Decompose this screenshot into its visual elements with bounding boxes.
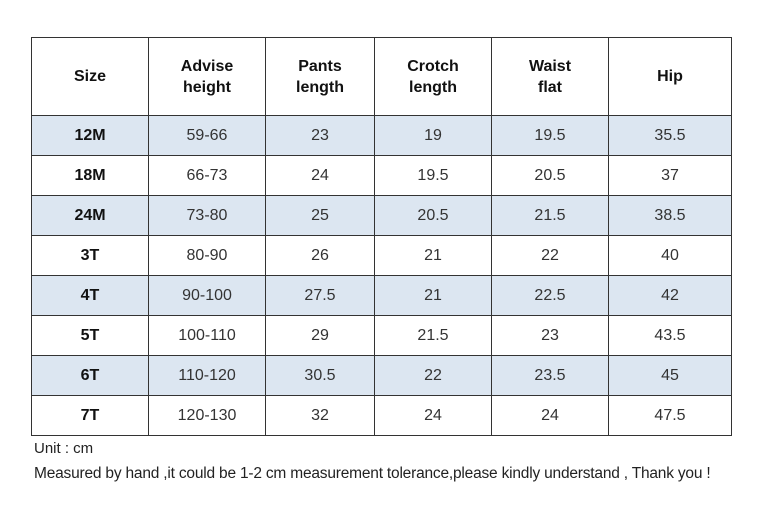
- table-row: 7T 120-130 32 24 24 47.5: [31, 395, 732, 436]
- crotch-length-cell: 24: [374, 395, 492, 436]
- crotch-length-cell: 21: [374, 235, 492, 276]
- hip-cell: 45: [608, 355, 732, 396]
- header-advise-height: Advise height: [148, 37, 266, 116]
- header-size: Size: [31, 37, 149, 116]
- table-row: 5T 100-110 29 21.5 23 43.5: [31, 315, 732, 356]
- crotch-length-cell: 20.5: [374, 195, 492, 236]
- crotch-length-cell: 22: [374, 355, 492, 396]
- advise-height-cell: 66-73: [148, 155, 266, 196]
- waist-flat-cell: 24: [491, 395, 609, 436]
- header-text-line: Hip: [657, 68, 683, 85]
- hip-cell: 42: [608, 275, 732, 316]
- header-text-line: length: [296, 78, 344, 96]
- hip-cell: 35.5: [608, 115, 732, 156]
- size-cell: 18M: [31, 155, 149, 196]
- advise-height-cell: 73-80: [148, 195, 266, 236]
- hip-cell: 43.5: [608, 315, 732, 356]
- header-crotch-length: Crotch length: [374, 37, 492, 116]
- waist-flat-cell: 22.5: [491, 275, 609, 316]
- header-text-line: flat: [538, 78, 562, 96]
- header-text-line: Waist: [528, 57, 572, 75]
- pants-length-cell: 25: [265, 195, 375, 236]
- waist-flat-cell: 23.5: [491, 355, 609, 396]
- pants-length-cell: 30.5: [265, 355, 375, 396]
- advise-height-cell: 110-120: [148, 355, 266, 396]
- size-chart-table: Size Advise height Pants length Crotch length W…: [31, 37, 732, 436]
- size-cell: 5T: [31, 315, 149, 356]
- header-text-line: Size: [73, 68, 106, 85]
- hip-cell: 38.5: [608, 195, 732, 236]
- hip-cell: 40: [608, 235, 732, 276]
- pants-length-cell: 29: [265, 315, 375, 356]
- table-row: 6T 110-120 30.5 22 23.5 45: [31, 355, 732, 396]
- header-pants-length: Pants length: [265, 37, 375, 116]
- pants-length-cell: 23: [265, 115, 375, 156]
- advise-height-cell: 100-110: [148, 315, 266, 356]
- table-row: 4T 90-100 27.5 21 22.5 42: [31, 275, 732, 316]
- waist-flat-cell: 19.5: [491, 115, 609, 156]
- crotch-length-cell: 19.5: [374, 155, 492, 196]
- header-text-line: Advise: [180, 57, 234, 75]
- header-text-line: Pants: [298, 57, 342, 75]
- waist-flat-cell: 20.5: [491, 155, 609, 196]
- table-row: 12M 59-66 23 19 19.5 35.5: [31, 115, 732, 156]
- advise-height-cell: 90-100: [148, 275, 266, 316]
- hip-cell: 37: [608, 155, 732, 196]
- table-header-row: Size Advise height Pants length Crotch length W…: [31, 37, 732, 116]
- advise-height-cell: 120-130: [148, 395, 266, 436]
- table-row: 3T 80-90 26 21 22 40: [31, 235, 732, 276]
- waist-flat-cell: 22: [491, 235, 609, 276]
- waist-flat-cell: 23: [491, 315, 609, 356]
- hip-cell: 47.5: [608, 395, 732, 436]
- unit-note: Unit : cm: [34, 440, 94, 457]
- size-cell: 3T: [31, 235, 149, 276]
- table-row: 24M 73-80 25 20.5 21.5 38.5: [31, 195, 732, 236]
- pants-length-cell: 26: [265, 235, 375, 276]
- crotch-length-cell: 19: [374, 115, 492, 156]
- header-hip: Hip: [608, 37, 732, 116]
- size-cell: 7T: [31, 395, 149, 436]
- header-text-line: length: [409, 78, 457, 96]
- measurement-disclaimer: Measured by hand ,it could be 1-2 cm mea…: [34, 465, 711, 482]
- header-text-line: Crotch: [407, 57, 459, 75]
- crotch-length-cell: 21.5: [374, 315, 492, 356]
- pants-length-cell: 32: [265, 395, 375, 436]
- header-text-line: height: [183, 78, 231, 96]
- advise-height-cell: 80-90: [148, 235, 266, 276]
- size-cell: 24M: [31, 195, 149, 236]
- crotch-length-cell: 21: [374, 275, 492, 316]
- table-row: 18M 66-73 24 19.5 20.5 37: [31, 155, 732, 196]
- pants-length-cell: 24: [265, 155, 375, 196]
- pants-length-cell: 27.5: [265, 275, 375, 316]
- size-cell: 6T: [31, 355, 149, 396]
- size-cell: 12M: [31, 115, 149, 156]
- waist-flat-cell: 21.5: [491, 195, 609, 236]
- advise-height-cell: 59-66: [148, 115, 266, 156]
- size-cell: 4T: [31, 275, 149, 316]
- header-waist-flat: Waist flat: [491, 37, 609, 116]
- table-body: 12M 59-66 23 19 19.5 35.5 18M 66-73 24 19.5 20.5 37…: [31, 115, 732, 436]
